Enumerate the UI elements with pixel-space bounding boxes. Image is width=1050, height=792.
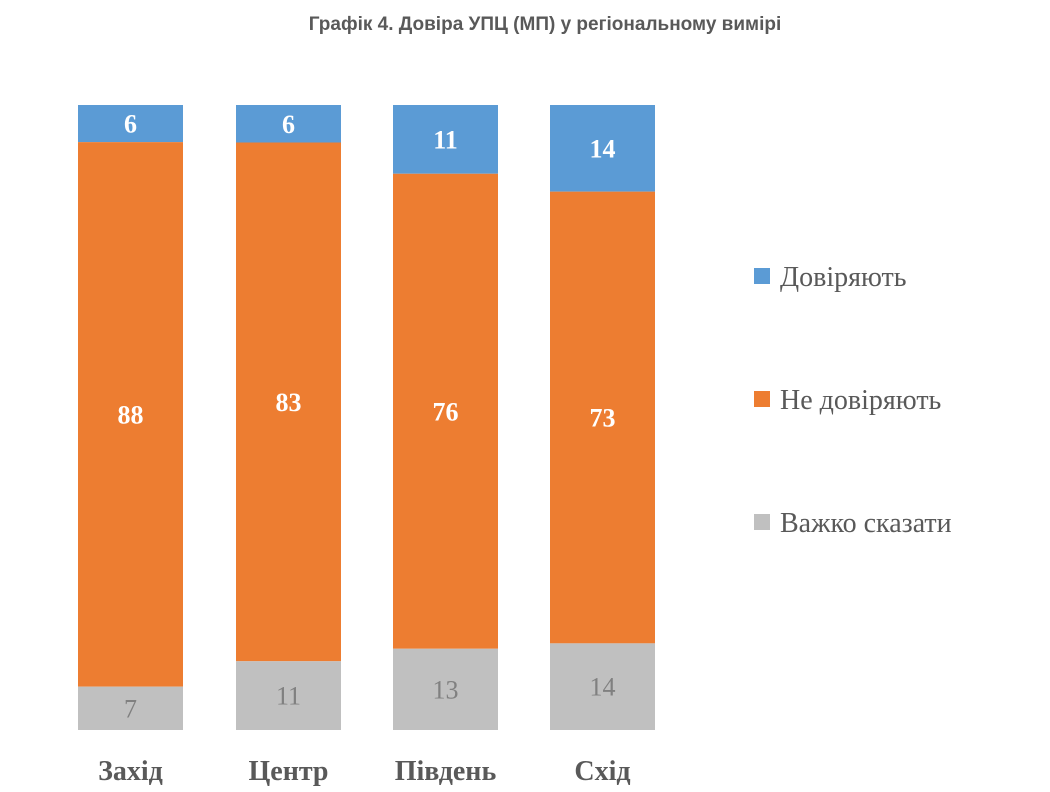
bar-0-3 (550, 105, 655, 192)
bar-0-0 (78, 105, 183, 143)
bar-2-2 (393, 648, 498, 730)
data-label-1-2: 76 (433, 397, 459, 426)
data-label-0-1: 6 (282, 110, 295, 139)
data-label-2-2: 13 (433, 675, 459, 704)
bar-1-1 (236, 142, 341, 662)
bar-1-0 (78, 142, 183, 687)
category-label-2: Південь (395, 756, 497, 787)
category-label-0: Захід (98, 756, 163, 787)
bar-1-2 (393, 173, 498, 649)
data-label-0-0: 6 (124, 110, 137, 139)
category-label-1: Центр (248, 756, 328, 787)
data-label-1-0: 88 (118, 400, 144, 429)
legend-label-2: Важко сказати (780, 508, 952, 539)
legend-swatch-0 (754, 268, 770, 284)
data-label-0-3: 14 (590, 134, 616, 163)
bar-2-0 (78, 686, 183, 730)
data-label-2-0: 7 (124, 694, 137, 723)
bar-0-2 (393, 105, 498, 174)
legend-label-1: Не довіряють (780, 385, 941, 416)
category-label-3: Схід (574, 756, 630, 787)
data-label-2-3: 14 (590, 673, 616, 702)
bar-1-3 (550, 191, 655, 644)
legend-label-0: Довіряють (780, 262, 907, 293)
data-label-1-3: 73 (590, 404, 616, 433)
data-label-0-2: 11 (433, 125, 458, 154)
bar-2-3 (550, 643, 655, 730)
data-label-2-1: 11 (276, 682, 301, 711)
chart-title: Графік 4. Довіра УПЦ (МП) у регіональном… (308, 14, 782, 35)
bar-2-1 (236, 661, 341, 730)
legend-swatch-1 (754, 391, 770, 407)
data-label-1-1: 83 (276, 388, 302, 417)
bar-0-1 (236, 105, 341, 143)
legend-swatch-2 (754, 514, 770, 530)
